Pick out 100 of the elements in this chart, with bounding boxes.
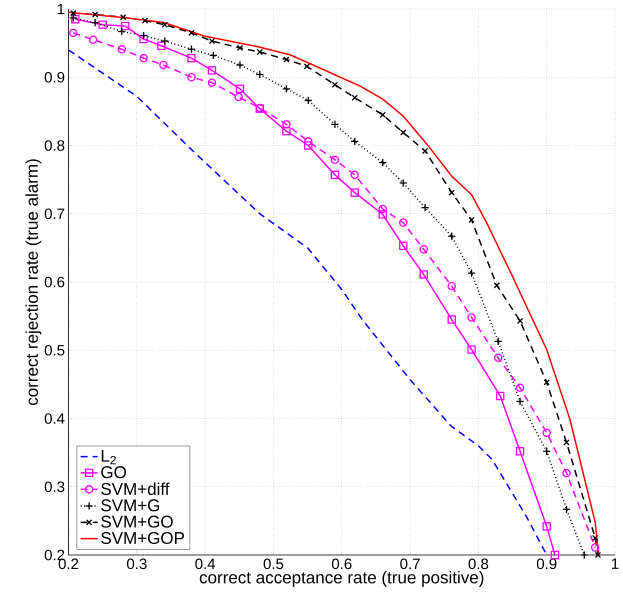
point [209,51,218,60]
point [304,96,313,105]
point [187,45,196,54]
legend-label: L$_{2}$ [102,450,116,464]
point [494,354,502,362]
point [542,447,551,456]
point [160,36,170,46]
point [580,550,588,560]
point [88,35,98,44]
point [448,282,456,290]
point [162,22,168,28]
point [400,129,406,136]
point [467,345,476,354]
point [352,94,358,101]
y-tick-label: 0.9 [44,72,64,83]
point [98,20,107,29]
point [378,158,387,167]
point [208,38,216,44]
point [208,66,216,75]
point [422,148,428,154]
point [419,245,428,254]
x-tick-label: 0.8 [468,558,488,570]
point [69,28,78,38]
y-tick-label: 0.3 [44,481,64,492]
x-tick-label: 0.7 [400,558,420,570]
x-tick-label: 0.3 [126,558,147,570]
point [378,204,387,214]
point [592,534,598,542]
y-tick-label: 0.8 [44,140,64,151]
point [562,468,571,478]
point [90,18,100,27]
y-tick-label: 0.2 [44,550,64,560]
point [448,232,456,241]
point [550,550,560,560]
point [120,14,126,20]
y-tick-label: 0.6 [44,276,64,288]
y-axis-title: correct rejection rate (true alarm) [25,159,42,406]
point [494,337,502,346]
y-tick-label: 1 [58,4,64,14]
point [236,84,244,94]
y-tick-label: 0.4 [44,413,65,424]
point [118,45,126,54]
point [236,60,244,70]
point [304,63,310,70]
point [142,17,148,24]
point [282,120,291,129]
point [516,397,524,406]
point [542,522,551,531]
point [380,112,386,118]
point [332,82,338,88]
point [159,60,168,70]
point [187,54,196,62]
point [350,188,359,197]
point [283,56,290,63]
point [256,70,264,79]
legend-label: SVM+GO [101,516,173,528]
x-tick-label: 0.5 [264,558,284,570]
point [330,170,340,180]
point [350,137,359,146]
point [399,242,408,250]
point [282,126,291,136]
point [419,270,428,279]
point [139,31,148,40]
point [234,92,243,102]
point [542,428,551,438]
point [448,189,455,196]
point [516,384,524,392]
x-tick-label: 0.6 [332,558,352,570]
point [590,543,600,552]
point [92,11,98,18]
point [188,30,195,36]
point [468,216,475,224]
point [330,156,340,164]
legend-label: SVM+G [101,499,160,512]
point [350,170,359,180]
point [399,178,408,188]
point [187,73,196,82]
point [157,42,166,50]
point [467,268,476,278]
point [594,552,602,558]
legend-label: SVM+GOP [101,532,184,544]
x-tick-label: 1 [612,558,618,569]
point [467,313,476,322]
point [330,120,340,129]
point [304,141,313,150]
x-axis-title: correct acceptance rate (true positive) [200,570,484,587]
point [304,137,313,146]
x-tick-label: 0.4 [195,558,216,570]
point [496,392,504,400]
point [208,78,216,87]
y-tick-label: 0.7 [44,208,64,220]
point [420,203,430,212]
point [399,218,408,227]
legend-label: GO [101,466,126,478]
point [118,27,126,36]
point [448,315,456,324]
point [378,210,387,219]
point [544,379,550,386]
x-tick-label: 0.9 [536,558,556,570]
point [516,447,524,456]
